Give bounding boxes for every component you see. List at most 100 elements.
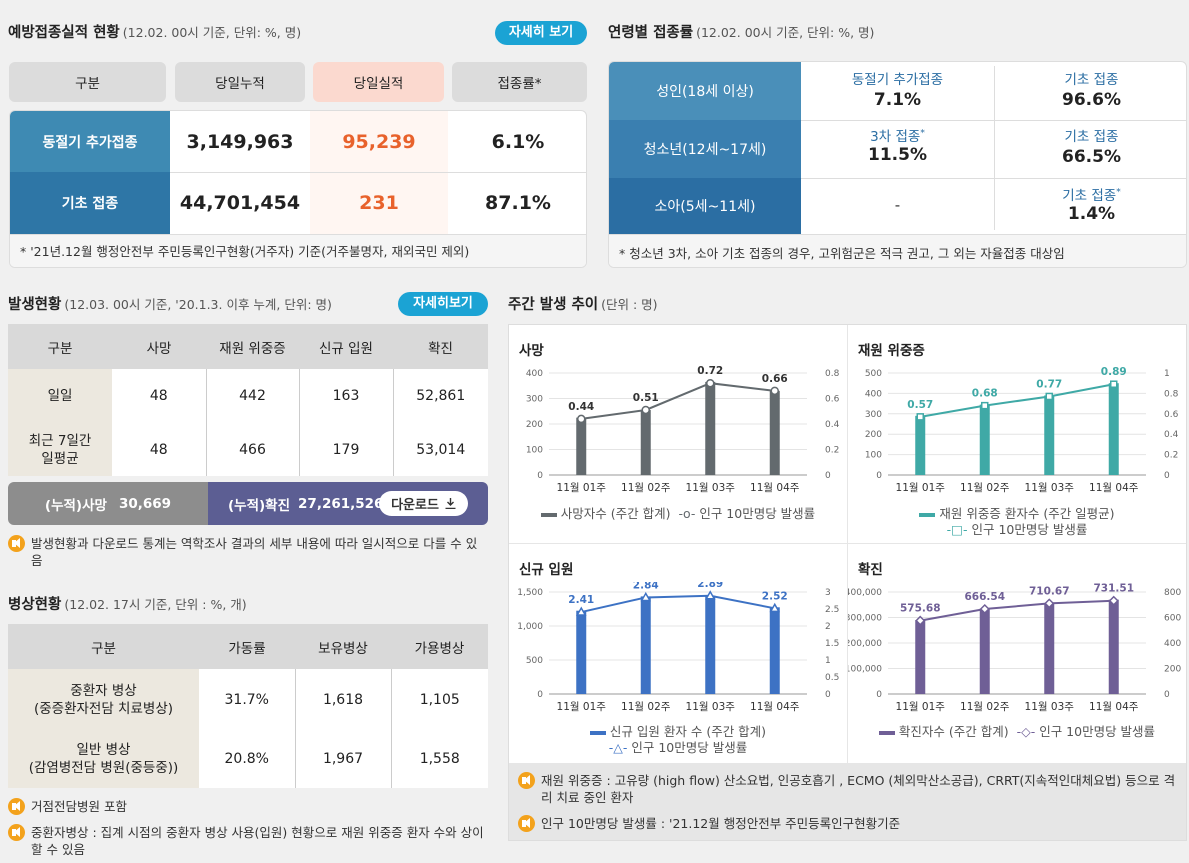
rate-point [979, 603, 990, 615]
beds-title: 병상현황 (12.02. 17시 기준, 단위 : %, 개) [8, 597, 247, 613]
beds-note-2: 중환자병상 : 집계 시점의 중환자 병상 사용(입원) 현황으로 재원 위중증… [8, 824, 488, 858]
x-tick-label: 11월 04주 [1089, 482, 1139, 494]
rate-point [577, 414, 586, 424]
weekly-title: 주간 발생 추이 (단위 : 명) [508, 297, 658, 313]
age-table: 성인(18세 이상) 청소년(12세~17세) 소아(5세~11세) 동절기 추… [608, 61, 1187, 268]
x-tick-label: 11월 03주 [1025, 701, 1075, 713]
rate-point [981, 401, 989, 410]
occ-header: 구분 [8, 324, 112, 369]
y2-tick-label: 0.4 [1164, 430, 1179, 440]
y-tick-label: 400 [865, 389, 882, 399]
rate-line [920, 383, 1114, 418]
age-dose-name: 기초 접종 [1062, 188, 1117, 204]
y2-tick-label: 200 [1164, 665, 1181, 675]
data-label: 710.67 [1029, 585, 1070, 597]
rate-point [1044, 598, 1055, 609]
vac-header-cumulative: 당일누적 [175, 62, 305, 102]
data-label: 0.77 [1036, 378, 1062, 390]
bar [705, 381, 716, 475]
data-label: 0.72 [697, 365, 723, 377]
x-tick-label: 11월 01주 [557, 701, 607, 713]
speaker-icon [8, 798, 25, 815]
y-tick-label: 0 [876, 690, 882, 700]
data-label: 0.89 [1101, 366, 1127, 378]
y2-tick-label: 0 [825, 471, 831, 481]
vaccination-more-button[interactable]: 자세히 보기 [495, 21, 587, 45]
chart-title: 신규 입원 [519, 562, 574, 578]
x-tick-label: 11월 02주 [960, 701, 1010, 713]
occ-confirmed: 52,861 [392, 369, 488, 423]
y2-tick-label: 1.5 [825, 639, 839, 649]
rate-point [1108, 595, 1119, 606]
download-button[interactable]: 다운로드 [379, 491, 468, 516]
bar [576, 417, 587, 475]
occ-header: 신규 입원 [299, 324, 393, 369]
rate-line [581, 594, 775, 614]
rate-point [641, 405, 650, 415]
y-tick-label: 300 [865, 410, 882, 420]
y-tick-label: 200 [526, 420, 543, 430]
age-star: * [920, 128, 925, 139]
chart-title: 사망 [519, 343, 544, 359]
y2-tick-label: 0 [1164, 471, 1170, 481]
beds-header: 가동률 [199, 624, 295, 669]
occ-header: 재원 위중증 [206, 324, 299, 369]
y2-tick-label: 0.2 [1164, 451, 1178, 461]
chart-legend: 확진자수 (주간 합계) -◇- 인구 10만명당 발생률 [848, 724, 1186, 740]
speaker-icon [518, 815, 535, 832]
bar [1108, 383, 1119, 475]
data-label: 2.41 [568, 594, 594, 606]
beds-rate: 31.7% [199, 669, 295, 730]
bar [1044, 395, 1055, 475]
y2-tick-label: 0.8 [1164, 389, 1179, 399]
beds-available: 1,105 [390, 669, 488, 730]
bar [640, 596, 651, 694]
y-tick-label: 200 [865, 430, 882, 440]
y-tick-label: 100 [865, 451, 882, 461]
age-dose-value: 1.4% [1067, 204, 1116, 224]
age-dose-name: 3차 접종 [870, 129, 921, 145]
y2-tick-label: 2 [825, 622, 831, 632]
y2-tick-label: 0.5 [825, 673, 839, 683]
rate-point [770, 386, 779, 396]
vac-rate: 87.1% [485, 192, 551, 214]
x-tick-label: 11월 02주 [621, 701, 671, 713]
occ-header: 확진 [393, 324, 488, 369]
y-tick-label: 300 [526, 395, 543, 405]
x-tick-label: 11월 03주 [1025, 482, 1075, 494]
vac-header-category: 구분 [9, 62, 166, 102]
occurrence-note: 발생현황과 다운로드 통계는 역학조사 결과의 세부 내용에 따라 일시적으로 … [8, 535, 488, 569]
occ-deaths: 48 [112, 369, 206, 423]
chart-title: 확진 [858, 562, 883, 578]
x-tick-label: 11월 01주 [557, 482, 607, 494]
y-tick-label: 1,500 [517, 588, 543, 598]
rate-line [920, 599, 1114, 622]
data-label: 0.51 [633, 392, 659, 404]
chart-deaths: 사망 0 100 200 300 400 0 0.2 0.4 0.6 0.8 11월 01주 11월 … [509, 325, 847, 543]
speaker-icon [518, 772, 535, 789]
beds-rate: 20.8% [199, 730, 295, 788]
chart-legend: 신규 입원 환자 수 (주간 합계) -△- 인구 10만명당 발생률 [509, 724, 847, 756]
chart-svg: 0 100,000 200,000 300,000 400,000 0 200 400 600 8… [848, 583, 1181, 713]
rate-point [769, 602, 781, 613]
chart-legend: 사망자수 (주간 합계) -o- 인구 10만명당 발생률 [509, 506, 847, 522]
y2-tick-label: 800 [1164, 588, 1181, 598]
download-label: 다운로드 [391, 498, 439, 513]
bar [1044, 603, 1055, 694]
y-tick-label: 1,000 [517, 622, 543, 632]
age-row-label: 성인(18세 이상) [609, 62, 801, 120]
y-tick-label: 300,000 [848, 614, 882, 624]
y2-tick-label: 3 [825, 588, 831, 598]
bar [979, 608, 990, 694]
data-label: 2.84 [633, 582, 659, 591]
bar [915, 620, 926, 694]
data-label: 2.52 [762, 590, 788, 602]
rate-point [704, 590, 716, 600]
occurrence-more-button[interactable]: 자세히보기 [398, 292, 488, 316]
y2-tick-label: 0.4 [825, 420, 840, 430]
y2-tick-label: 600 [1164, 614, 1181, 624]
chart-severe: 재원 위중증 0 100 200 300 400 500 0 0.2 0.4 0.6 0.8 1 11월… [848, 325, 1186, 543]
vac-header-rate: 접종률* [452, 62, 587, 102]
vac-cumulative: 44,701,454 [179, 192, 301, 214]
beds-available: 1,558 [390, 730, 488, 788]
